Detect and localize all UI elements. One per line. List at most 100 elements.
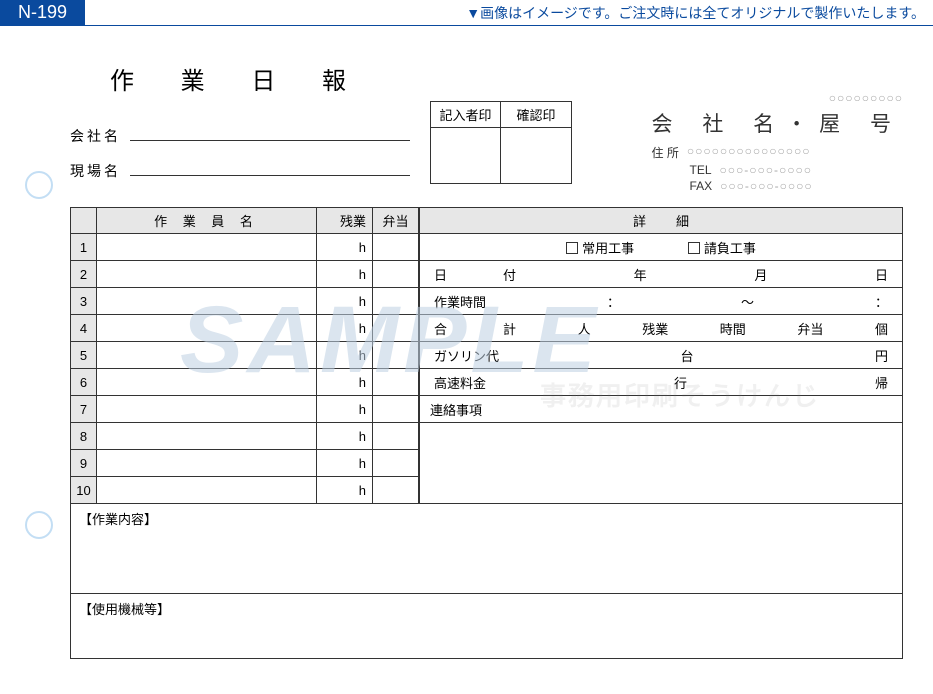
- binder-hole: [25, 171, 53, 199]
- machine-label: 【使用機械等】: [79, 602, 170, 617]
- overtime-cell: h: [317, 369, 373, 396]
- unit-label: 個: [875, 319, 888, 338]
- bento-label: 弁当: [797, 319, 823, 338]
- bento-cell: [373, 234, 419, 261]
- bento-cell: [373, 450, 419, 477]
- product-code: N-199: [0, 0, 85, 25]
- bento-cell: [373, 342, 419, 369]
- bento-cell: [373, 477, 419, 504]
- binder-hole: [25, 511, 53, 539]
- fax-value: ○○○-○○○-○○○○: [720, 179, 812, 193]
- worker-name-cell: [97, 342, 317, 369]
- site-label: 現場名: [70, 161, 130, 181]
- overtime-cell: h: [317, 423, 373, 450]
- company-field: 会社名: [70, 121, 410, 146]
- memo-area: [420, 423, 903, 504]
- stamp-confirm-area: [501, 128, 571, 183]
- form-title: 作 業 日 報: [110, 61, 410, 96]
- gas-row: ガソリン代 台 円: [420, 342, 903, 369]
- worker-name-cell: [97, 288, 317, 315]
- company-label: 会社名: [70, 126, 130, 146]
- overtime-cell: h: [317, 288, 373, 315]
- site-underline: [130, 156, 410, 176]
- table-row: 9h: [71, 450, 419, 477]
- tel-label: TEL: [689, 163, 711, 177]
- table-row: 5h: [71, 342, 419, 369]
- work-content-label: 【作業内容】: [79, 512, 157, 527]
- col-ot-head: 残業: [317, 208, 373, 234]
- table-row: 10h: [71, 477, 419, 504]
- col-name-head: 作 業 員 名: [97, 208, 317, 234]
- table-row: 6h: [71, 369, 419, 396]
- table-row: 2h: [71, 261, 419, 288]
- worker-name-cell: [97, 396, 317, 423]
- check-row: 常用工事 請負工事: [420, 234, 903, 261]
- company-underline: [130, 121, 410, 141]
- overtime-cell: h: [317, 342, 373, 369]
- table-row: 8h: [71, 423, 419, 450]
- main-grid: 作 業 員 名 残業 弁当 1h2h3h4h5h6h7h8h9h10h 詳細 常…: [70, 207, 903, 504]
- stamp-confirm-label: 確認印: [501, 102, 571, 128]
- toll-return: 帰: [875, 373, 888, 392]
- company-block: ○○○○○○○○○ 会 社 名・屋 号 住 所 ○○○○○○○○○○○○○○○ …: [651, 91, 903, 195]
- stamp-writer-area: [431, 128, 500, 183]
- worker-name-cell: [97, 315, 317, 342]
- checkbox-icon: [688, 242, 700, 254]
- month-label: 月: [754, 265, 767, 284]
- overtime-cell: h: [317, 477, 373, 504]
- detail-head: 詳細: [420, 208, 903, 234]
- worker-name-cell: [97, 477, 317, 504]
- day-label: 日: [875, 265, 888, 284]
- work-content-section: 【作業内容】: [70, 504, 903, 594]
- table-row: 4h: [71, 315, 419, 342]
- table-row: 1h: [71, 234, 419, 261]
- col-num-head: [71, 208, 97, 234]
- overtime-cell: h: [317, 396, 373, 423]
- row-number: 9: [71, 450, 97, 477]
- total-row: 合 計 人 残業 時間 弁当 個: [420, 315, 903, 342]
- row-number: 6: [71, 369, 97, 396]
- overtime-cell: h: [317, 261, 373, 288]
- worker-name-cell: [97, 450, 317, 477]
- company-placeholder-top: ○○○○○○○○○: [651, 91, 903, 105]
- row-number: 7: [71, 396, 97, 423]
- gas-mid: 台: [680, 346, 693, 365]
- worktime-label: 作業時間: [434, 292, 486, 311]
- machine-section: 【使用機械等】: [70, 594, 903, 659]
- row-number: 5: [71, 342, 97, 369]
- form-page: SAMPLE 事務用印刷そうけんじ 作 業 日 報 会社名 現場名 記入者印 確…: [0, 26, 933, 679]
- date-row: 日 付 年 月 日: [420, 261, 903, 288]
- colon1: ：: [607, 292, 620, 311]
- header-zone: 作 業 日 報 会社名 現場名 記入者印 確認印 ○○○○○○○○○ 会 社 名…: [70, 56, 903, 195]
- bento-cell: [373, 288, 419, 315]
- gas-end: 円: [875, 346, 888, 365]
- date-label: 日 付: [434, 265, 526, 284]
- checkbox-icon: [566, 242, 578, 254]
- check1-label: 常用工事: [582, 241, 634, 256]
- people-label: 人: [578, 319, 591, 338]
- worker-table: 作 業 員 名 残業 弁当 1h2h3h4h5h6h7h8h9h10h: [70, 207, 419, 504]
- bento-cell: [373, 423, 419, 450]
- worker-name-cell: [97, 261, 317, 288]
- toll-label: 高速料金: [434, 373, 486, 392]
- worker-name-cell: [97, 234, 317, 261]
- bento-cell: [373, 396, 419, 423]
- top-bar: N-199 ▼画像はイメージです。ご注文時には全てオリジナルで製作いたします。: [0, 0, 933, 26]
- year-label: 年: [634, 265, 647, 284]
- tilde: ～: [741, 292, 754, 311]
- overtime-label: 残業: [642, 319, 668, 338]
- overtime-cell: h: [317, 450, 373, 477]
- site-field: 現場名: [70, 156, 410, 181]
- worker-name-cell: [97, 423, 317, 450]
- table-row: 7h: [71, 396, 419, 423]
- table-row: 3h: [71, 288, 419, 315]
- row-number: 8: [71, 423, 97, 450]
- bento-cell: [373, 261, 419, 288]
- toll-go: 行: [674, 373, 687, 392]
- stamp-box: 記入者印 確認印: [430, 101, 572, 184]
- addr-value: ○○○○○○○○○○○○○○○: [687, 144, 811, 161]
- top-note: ▼画像はイメージです。ご注文時には全てオリジナルで製作いたします。: [466, 3, 933, 23]
- toll-row: 高速料金 行 帰: [420, 369, 903, 396]
- bento-cell: [373, 315, 419, 342]
- row-number: 1: [71, 234, 97, 261]
